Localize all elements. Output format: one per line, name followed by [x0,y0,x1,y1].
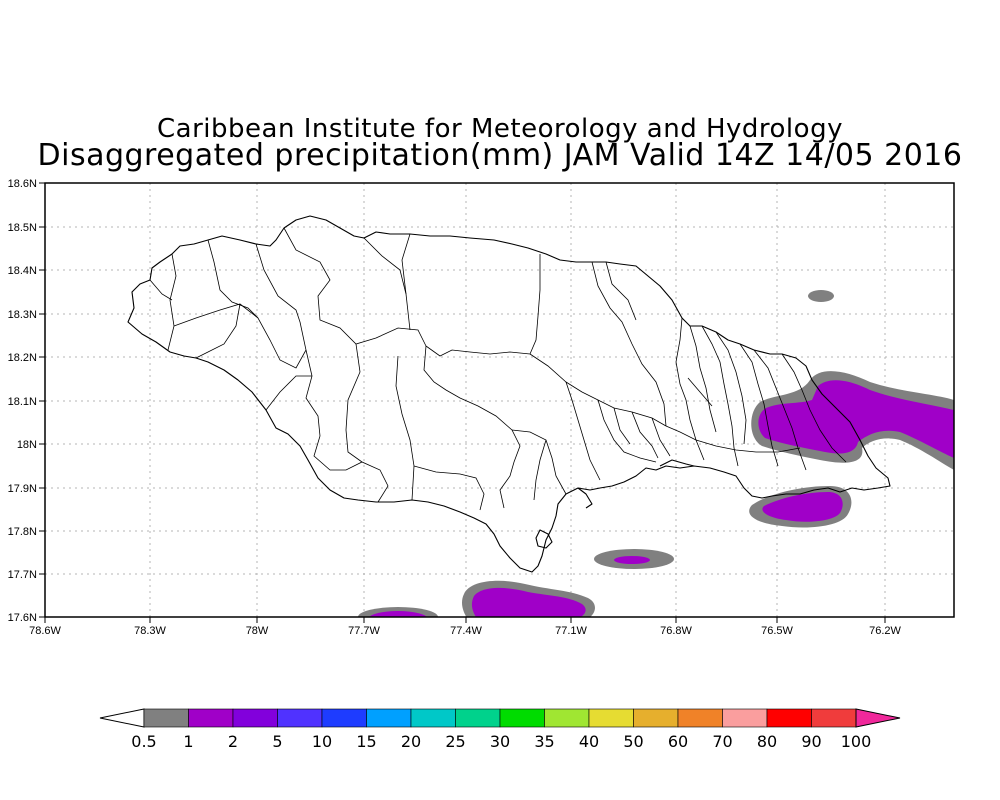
colorbar-underflow-arrow [99,708,145,728]
precip-area-moderate [368,611,428,617]
lon-tick-label: 76.2W [869,625,901,637]
map-title-line2: Disaggregated precipitation(mm) JAM Vali… [37,138,963,173]
colorbar-label: 0.5 [131,732,156,751]
map-frame [44,182,955,618]
lon-tick-marks [44,617,886,623]
parish-boundaries [149,227,847,511]
colorbar-label: 60 [668,732,688,751]
colorbar-swatch [410,708,456,728]
colorbar-swatch [499,708,545,728]
colorbar-swatch [277,708,323,728]
lon-tick-label: 78.6W [29,625,61,637]
colorbar-label: 70 [712,732,732,751]
lon-tick-label: 77.7W [348,625,380,637]
colorbar-label: 20 [401,732,421,751]
lat-tick-label: 17.9N [8,483,37,495]
colorbar-label: 100 [841,732,872,751]
colorbar-swatch [143,708,189,728]
lat-tick-label: 18.5N [8,222,37,234]
colorbar-swatch [766,708,812,728]
precipitation-layer [358,290,954,617]
precip-area-moderate [614,556,650,564]
lat-tick-label: 18.1N [8,396,37,408]
colorbar-swatch [321,708,367,728]
colorbar-label: 10 [312,732,332,751]
colorbar-swatch [588,708,634,728]
lon-tick-label: 76.8W [660,625,692,637]
colorbar-label: 30 [490,732,510,751]
precip-area-moderate [758,380,954,458]
colorbar-legend: 0.5 1 2 5 10 15 20 25 30 35 40 50 60 70 80 90 100 [99,708,901,751]
colorbar-swatch [366,708,412,728]
precip-area-light [808,290,834,302]
colorbar-label: 25 [445,732,465,751]
lat-tick-label: 18.6N [8,178,37,190]
lat-tick-label: 18.4N [8,265,37,277]
lat-tick-label: 18N [17,439,37,451]
lat-tick-marks [39,182,45,618]
colorbar-label: 15 [356,732,376,751]
colorbar-overflow-arrow [855,708,901,728]
lon-tick-label: 78.3W [134,625,166,637]
lat-tick-label: 17.8N [8,526,37,538]
lat-tick-label: 18.3N [8,309,37,321]
colorbar-label: 5 [272,732,282,751]
colorbar-swatch [722,708,768,728]
lon-tick-label: 77.4W [450,625,482,637]
lon-tick-label: 78W [246,625,269,637]
colorbar-label: 40 [579,732,599,751]
colorbar-swatch [232,708,278,728]
colorbar-swatch [633,708,679,728]
precip-area-moderate [471,587,586,617]
colorbar-label: 80 [757,732,777,751]
lat-tick-label: 17.6N [8,612,37,624]
lat-tick-label: 18.2N [8,352,37,364]
lon-tick-label: 77.1W [555,625,587,637]
colorbar-label: 1 [183,732,193,751]
lon-tick-label: 76.5W [761,625,793,637]
map-title-line1: Caribbean Institute for Meteorology and … [157,114,843,144]
colorbar-swatch [811,708,857,728]
lat-tick-label: 17.7N [8,569,37,581]
colorbar-swatch [544,708,590,728]
colorbar-label: 2 [228,732,238,751]
colorbar-label: 50 [623,732,643,751]
colorbar-swatch [188,708,234,728]
colorbar-label: 90 [801,732,821,751]
colorbar-swatch [455,708,501,728]
colorbar-label: 35 [534,732,554,751]
precip-area-moderate [762,492,843,522]
colorbar-swatch [677,708,723,728]
